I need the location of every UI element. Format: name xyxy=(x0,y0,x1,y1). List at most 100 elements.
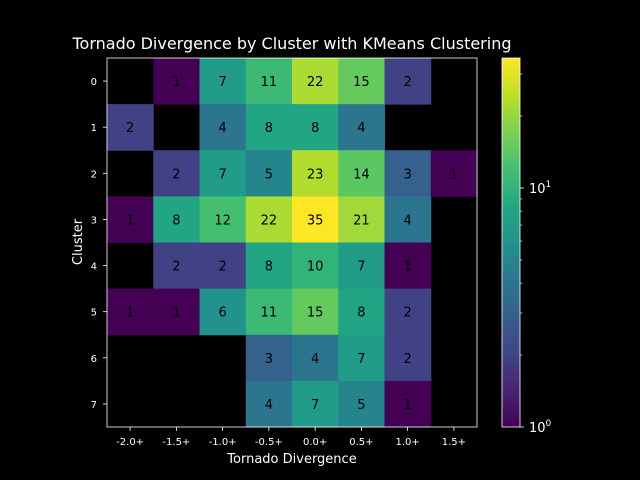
cell-value-label: 7 xyxy=(218,167,226,182)
cell-value-label: 1 xyxy=(126,213,134,228)
heatmap-cell xyxy=(338,150,385,197)
cell-value-label: 35 xyxy=(307,213,324,228)
heatmap-cell xyxy=(199,196,247,243)
heatmap-cell xyxy=(384,380,432,428)
heatmap-cell xyxy=(245,334,293,382)
heatmap-cell xyxy=(292,150,339,197)
cell-value-label: 7 xyxy=(357,352,365,367)
x-tick-label: -2.0+ xyxy=(116,437,144,448)
cell-value-label: 4 xyxy=(311,352,319,367)
cell-value-label: 23 xyxy=(307,167,324,182)
colorbar xyxy=(501,57,521,428)
cell-value-label: 8 xyxy=(357,306,365,321)
cell-value-label: 2 xyxy=(403,352,411,367)
cell-value-label: 2 xyxy=(218,260,226,275)
cell-value-label: 8 xyxy=(265,121,273,136)
cell-value-label: 3 xyxy=(265,352,273,367)
cell-value-label: 4 xyxy=(403,213,411,228)
heatmap-cell xyxy=(292,380,339,428)
cell-value-label: 6 xyxy=(218,306,226,321)
heatmap-cell xyxy=(245,104,293,151)
y-axis-label: Cluster xyxy=(71,218,86,265)
heatmap-cell xyxy=(384,334,432,382)
heatmap-cell xyxy=(384,288,432,336)
heatmap-cell xyxy=(292,58,339,105)
cell-value-label: 5 xyxy=(265,167,273,182)
cell-value-label: 4 xyxy=(357,121,365,136)
heatmap-cell xyxy=(107,288,154,336)
heatmap-cell xyxy=(245,288,293,336)
y-tick-label: 7 xyxy=(91,400,97,411)
cell-value-label: 11 xyxy=(261,306,278,321)
plot-frame xyxy=(106,57,478,428)
cell-value-label: 7 xyxy=(218,75,226,90)
x-tick-label: -1.5+ xyxy=(162,437,190,448)
colorbar-ticks: 100 101 xyxy=(520,73,552,436)
cell-value-label: 1 xyxy=(403,398,411,413)
cell-value-label: 2 xyxy=(403,75,411,90)
y-tick-label: 4 xyxy=(91,262,97,273)
heatmap-cell xyxy=(153,58,200,105)
heatmap-cell xyxy=(107,196,154,243)
heatmap-cell xyxy=(338,380,385,428)
heatmap-cell xyxy=(338,334,385,382)
cell-value-label: 5 xyxy=(357,398,365,413)
heatmap-cell xyxy=(199,242,247,290)
y-tick-label: 1 xyxy=(91,123,97,134)
cell-value-label: 22 xyxy=(307,75,324,90)
cell-value-label: 3 xyxy=(403,167,411,182)
cell-value-label: 1 xyxy=(172,75,180,90)
heatmap-cell xyxy=(384,242,432,290)
y-tick-label: 2 xyxy=(91,169,97,180)
x-tick-label: 0.0+ xyxy=(303,437,327,448)
heatmap-cell xyxy=(153,150,200,197)
cell-value-label: 1 xyxy=(172,306,180,321)
cell-value-label: 8 xyxy=(172,213,180,228)
heatmap-cell xyxy=(338,196,385,243)
cell-value-label: 2 xyxy=(126,121,134,136)
cell-value-label: 2 xyxy=(403,306,411,321)
cell-value-label: 14 xyxy=(353,167,370,182)
x-axis-ticks: -2.0+ -1.5+ -1.0+ -0.5+ 0.0+ 0.5+ 1.0+ 1.5+ xyxy=(116,427,466,448)
y-tick-label: 3 xyxy=(91,215,97,226)
heatmap-cell xyxy=(153,242,200,290)
heatmap-cell xyxy=(245,58,293,105)
cell-value-label: 10 xyxy=(307,260,324,275)
heatmap-cell xyxy=(292,334,339,382)
heatmap-cell xyxy=(245,150,293,197)
x-tick-label: -1.0+ xyxy=(209,437,237,448)
cell-value-label: 1 xyxy=(450,167,458,182)
x-tick-label: -0.5+ xyxy=(255,437,283,448)
cell-value-label: 12 xyxy=(214,213,231,228)
heatmap-cell xyxy=(199,150,247,197)
colorbar-tick-label: 100 xyxy=(529,419,552,436)
y-tick-label: 5 xyxy=(91,308,97,319)
heatmap-cell xyxy=(338,58,385,105)
heatmap-cell xyxy=(292,242,339,290)
cell-value-label: 22 xyxy=(261,213,278,228)
heatmap-cell xyxy=(384,58,432,105)
y-tick-label: 0 xyxy=(91,77,97,88)
heatmap-cell xyxy=(384,150,432,197)
heatmap-cells: 1 7 11 22 15 22 4 8 8 42 7 5 23 14 3 11 8 12 22 35 21 42 2 8 10 7… xyxy=(107,58,478,428)
heatmap-cell xyxy=(199,288,247,336)
cell-value-label: 7 xyxy=(311,398,319,413)
cell-value-label: 4 xyxy=(265,398,273,413)
heatmap-cell xyxy=(153,288,200,336)
cell-value-label: 4 xyxy=(218,121,226,136)
x-tick-label: 0.5+ xyxy=(349,437,373,448)
cell-value-label: 21 xyxy=(353,213,370,228)
heatmap-cell xyxy=(199,104,247,151)
cell-value-label: 15 xyxy=(353,75,370,90)
heatmap-cell xyxy=(292,104,339,151)
cell-value-label: 8 xyxy=(265,260,273,275)
heatmap-cell xyxy=(245,242,293,290)
heatmap-cell xyxy=(153,196,200,243)
heatmap-cell xyxy=(245,196,293,243)
heatmap-cell xyxy=(338,104,385,151)
heatmap-cell xyxy=(338,288,385,336)
heatmap-cell xyxy=(338,242,385,290)
heatmap-cell xyxy=(430,150,478,197)
cell-value-label: 2 xyxy=(172,167,180,182)
